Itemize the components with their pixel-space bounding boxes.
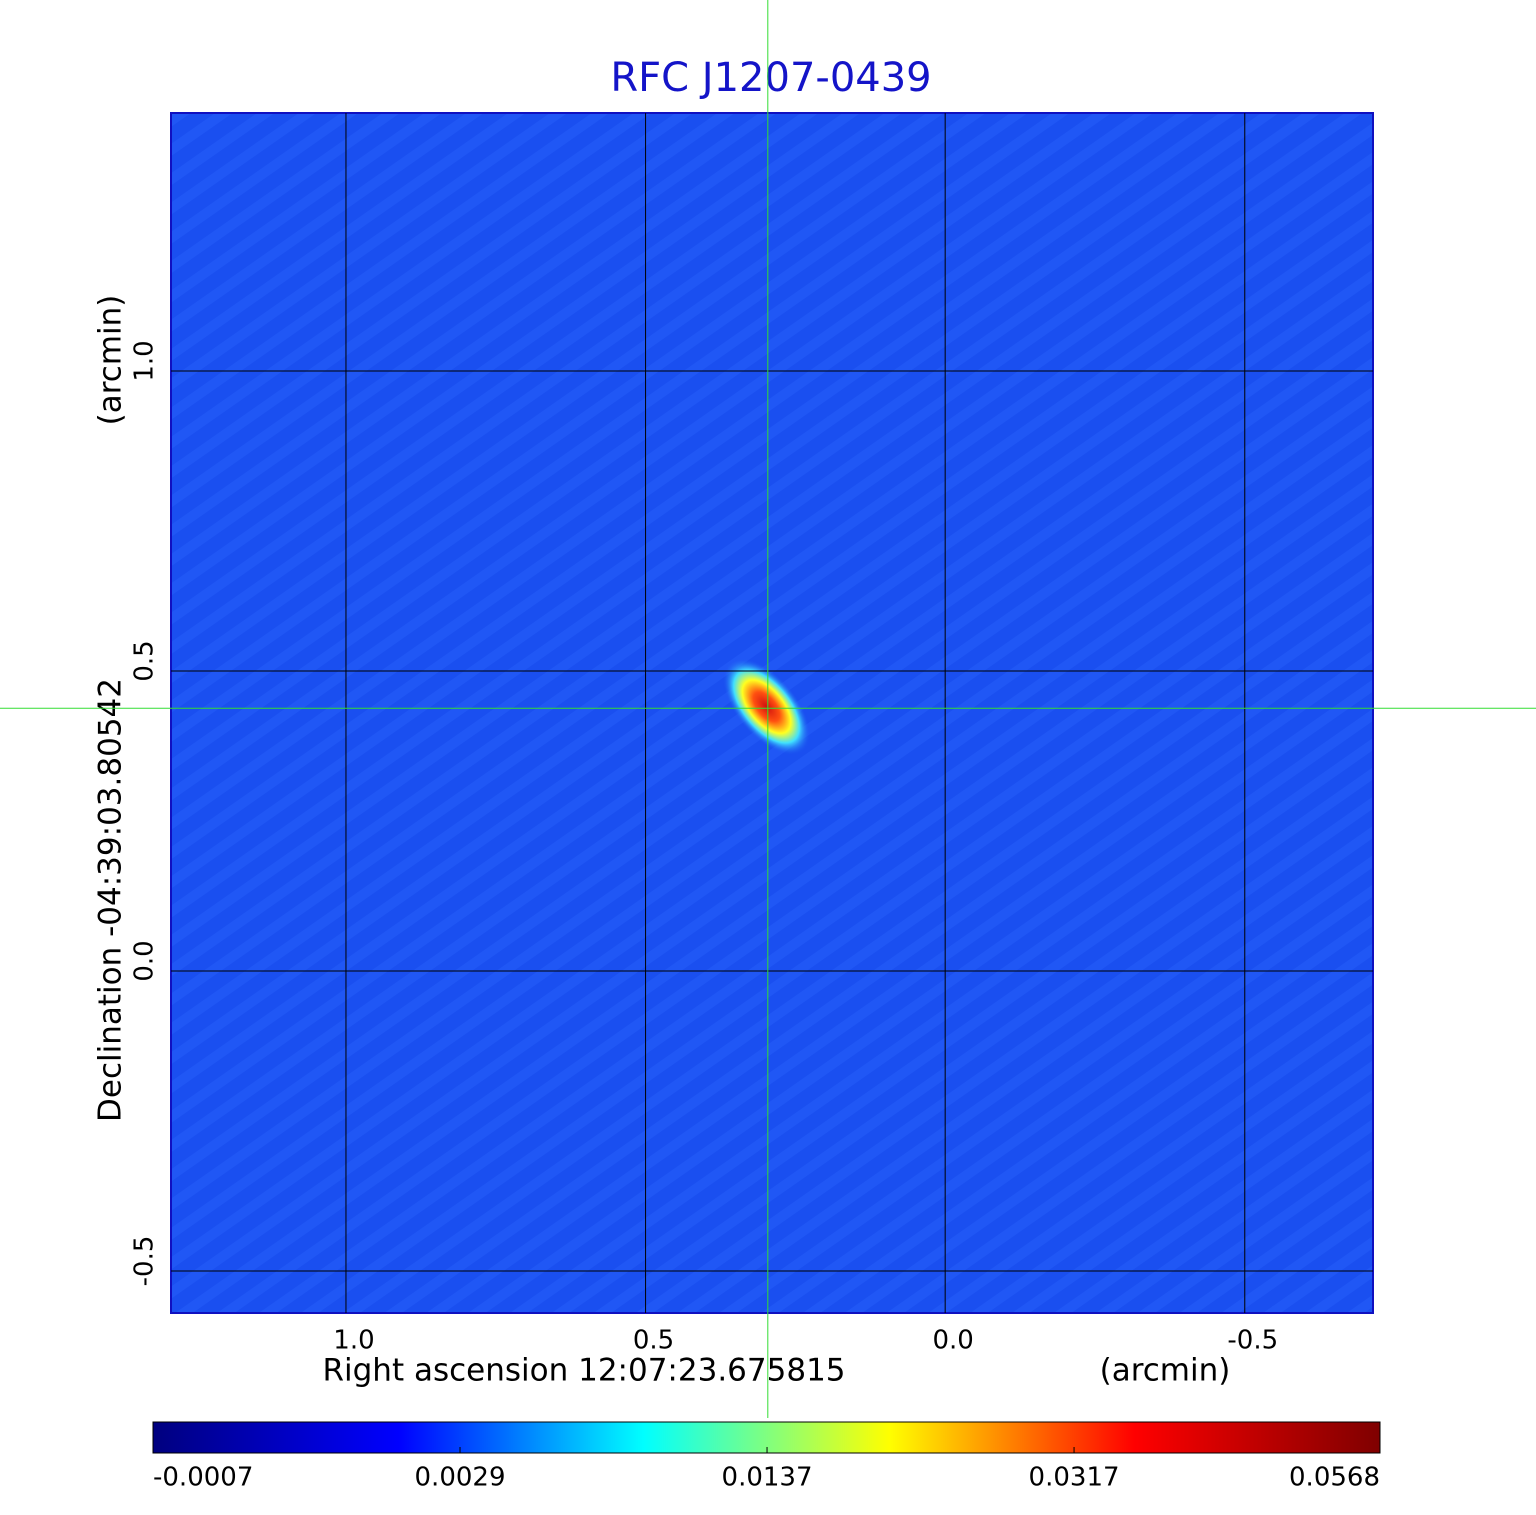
x-axis-label: Right ascension 12:07:23.675815	[322, 1353, 845, 1389]
plot-frame	[170, 112, 1374, 1314]
y-tick-label: 0.5	[130, 640, 160, 681]
y-tick-label: -0.5	[130, 1236, 160, 1287]
y-tick-label: 0.0	[130, 940, 160, 981]
x-tick-label: 0.0	[932, 1326, 973, 1356]
x-tick-label: 0.5	[633, 1326, 674, 1356]
colorbar-tick-label: 0.0568	[1289, 1463, 1380, 1493]
colorbar	[152, 1421, 1381, 1454]
y-axis-label: Declination -04:39:03.80542	[93, 678, 129, 1122]
x-tick-label: 1.0	[333, 1326, 374, 1356]
colorbar-tick-label: 0.0317	[1029, 1463, 1120, 1493]
y-tick-label: 1.0	[130, 340, 160, 381]
colorbar-tick-label: 0.0137	[722, 1463, 813, 1493]
source	[722, 658, 811, 756]
x-tick-label: -0.5	[1227, 1326, 1278, 1356]
chart-title: RFC J1207-0439	[610, 55, 931, 101]
x-axis-unit: (arcmin)	[1100, 1353, 1231, 1389]
colorbar-tick-label: 0.0029	[415, 1463, 506, 1493]
colorbar-tick-label: -0.0007	[153, 1463, 253, 1493]
y-axis-unit: (arcmin)	[93, 295, 129, 426]
